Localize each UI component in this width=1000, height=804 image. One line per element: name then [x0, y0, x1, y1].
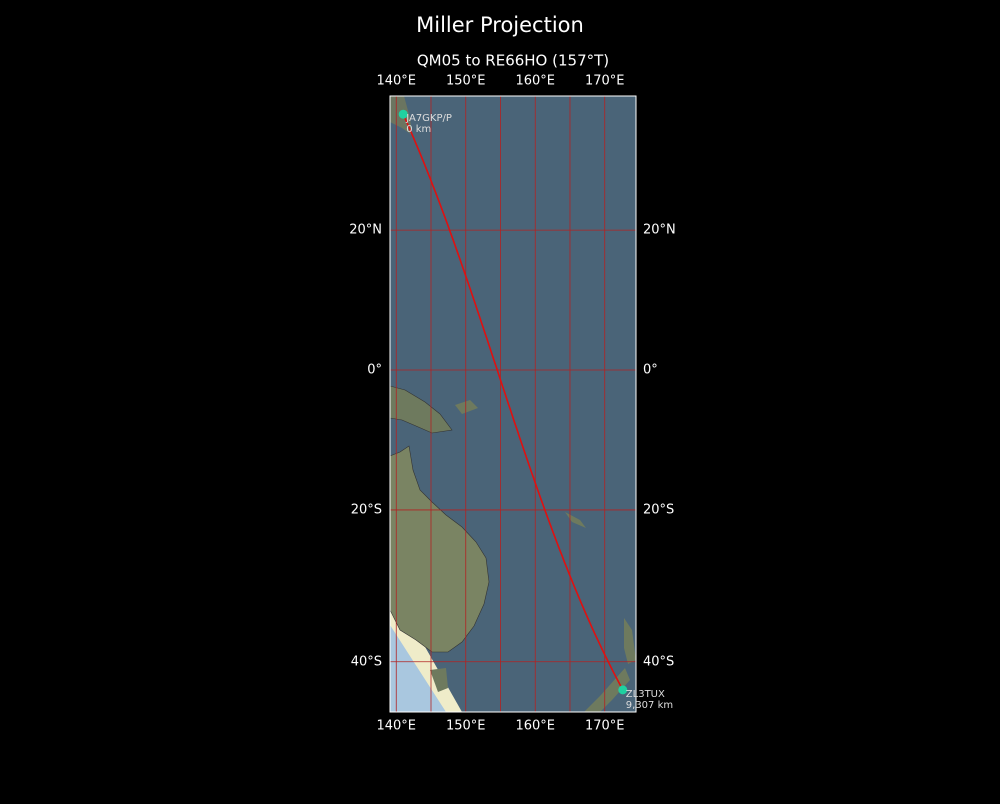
station-distance: 9,307 km [626, 700, 673, 711]
y-tick-label: 20°S [351, 502, 382, 517]
x-tick-label: 170°E [585, 74, 625, 89]
new-britain [455, 400, 478, 414]
x-tick-label: 150°E [446, 719, 486, 734]
title: Miller Projection [416, 13, 584, 37]
y-tick-label: 20°N [643, 223, 676, 238]
map-area [390, 96, 636, 712]
tasmania [430, 668, 448, 692]
station-distance: 0 km [406, 124, 431, 135]
nz-north-island [624, 618, 636, 664]
x-tick-label: 170°E [585, 719, 625, 734]
y-tick-label: 20°S [643, 502, 674, 517]
y-tick-label: 0° [643, 363, 658, 378]
frame [389, 95, 637, 713]
land-tile [390, 625, 446, 712]
y-tick-label: 40°S [643, 654, 674, 669]
x-tick-label: 160°E [515, 719, 555, 734]
subtitle: QM05 to RE66HO (157°T) [417, 52, 609, 70]
x-tick-label: 140°E [376, 719, 416, 734]
great-circle-path [402, 113, 624, 691]
x-tick-label: 140°E [376, 74, 416, 89]
station-marker [618, 685, 628, 695]
australia [390, 445, 490, 653]
y-tick-label: 0° [367, 363, 382, 378]
nz-south-island [584, 668, 630, 712]
x-tick-label: 150°E [446, 74, 486, 89]
y-tick-label: 20°N [349, 223, 382, 238]
station-marker [398, 109, 408, 119]
station-name: ZL3TUX [626, 689, 665, 700]
station-name: JA7GKP/P [405, 113, 452, 124]
x-tick-label: 160°E [515, 74, 555, 89]
y-tick-label: 40°S [351, 654, 382, 669]
